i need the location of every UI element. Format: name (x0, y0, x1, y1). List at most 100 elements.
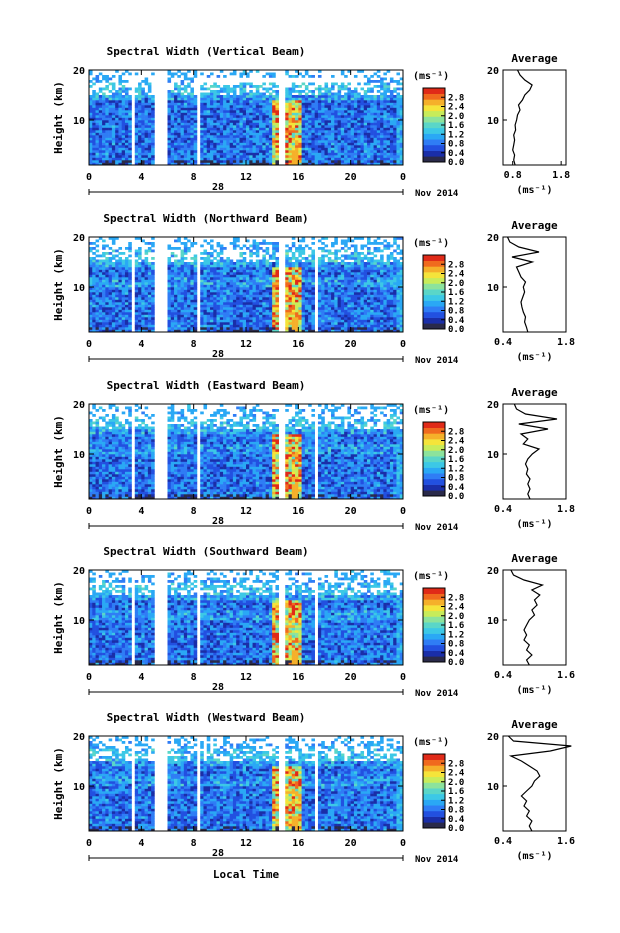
heatmap-cell (249, 295, 253, 298)
heatmap-cell (148, 158, 152, 161)
heatmap-cell (289, 100, 293, 103)
heatmap-cell (256, 118, 260, 121)
heatmap-cell (325, 115, 329, 118)
heatmap-cell (96, 143, 100, 146)
heatmap-cell (230, 267, 234, 270)
heatmap-cell (102, 297, 106, 300)
heatmap-cell (223, 98, 227, 101)
heatmap-cell (125, 320, 129, 323)
heatmap-cell (112, 115, 116, 118)
heatmap-cell (298, 255, 302, 258)
heatmap-cell (89, 148, 93, 151)
heatmap-cell (315, 125, 319, 128)
heatmap-cell (360, 100, 364, 103)
heatmap-cell (318, 133, 322, 136)
heatmap-cell (151, 103, 155, 106)
heatmap-cell (128, 285, 132, 288)
heatmap-cell (256, 85, 260, 88)
heatmap-cell (171, 297, 175, 300)
heatmap-cell (253, 108, 257, 111)
heatmap-cell (105, 95, 109, 98)
heatmap-cell (272, 135, 276, 138)
heatmap-cell (357, 155, 361, 158)
heatmap-cell (181, 158, 185, 161)
heatmap-cell (253, 290, 257, 293)
heatmap-cell (236, 123, 240, 126)
heatmap-cell (184, 103, 188, 106)
heatmap-cell (171, 98, 175, 101)
heatmap-cell (112, 297, 116, 300)
heatmap-cell (181, 143, 185, 146)
heatmap-cell (275, 103, 279, 106)
heatmap-cell (200, 320, 204, 323)
heatmap-cell (200, 262, 204, 265)
heatmap-cell (236, 287, 240, 290)
heatmap-cell (203, 95, 207, 98)
heatmap-cell (239, 310, 243, 313)
heatmap-cell (210, 160, 214, 163)
heatmap-cell (89, 262, 93, 265)
heatmap-cell (357, 115, 361, 118)
heatmap-cell (118, 145, 122, 148)
heatmap-cell (236, 158, 240, 161)
heatmap-cell (272, 115, 276, 118)
heatmap-cell (383, 95, 387, 98)
heatmap-cell (203, 110, 207, 113)
heatmap-cell (194, 95, 198, 98)
heatmap-cell (174, 130, 178, 133)
heatmap-cell (233, 85, 237, 88)
heatmap-cell (184, 312, 188, 315)
heatmap-cell (89, 310, 93, 313)
heatmap-cell (275, 302, 279, 305)
heatmap-cell (194, 103, 198, 106)
heatmap-cell (122, 300, 126, 303)
heatmap-cell (184, 133, 188, 136)
heatmap-cell (210, 110, 214, 113)
heatmap-cell (328, 160, 332, 163)
heatmap-cell (125, 300, 129, 303)
heatmap-cell (351, 95, 355, 98)
heatmap-cell (390, 100, 394, 103)
heatmap-cell (217, 275, 221, 278)
heatmap-cell (295, 110, 299, 113)
heatmap-cell (207, 282, 211, 285)
heatmap-cell (262, 287, 266, 290)
heatmap-cell (145, 98, 149, 101)
heatmap-cell (109, 277, 113, 280)
heatmap-cell (305, 93, 309, 96)
heatmap-cell (328, 307, 332, 310)
heatmap-cell (151, 145, 155, 148)
heatmap-cell (168, 78, 172, 81)
heatmap-cell (171, 267, 175, 270)
heatmap-cell (128, 290, 132, 293)
heatmap-cell (184, 250, 188, 253)
heatmap-cell (207, 113, 211, 116)
heatmap-cell (102, 320, 106, 323)
heatmap-cell (118, 270, 122, 273)
heatmap-cell (292, 292, 296, 295)
heatmap-cell (262, 110, 266, 113)
heatmap-cell (246, 73, 250, 76)
heatmap-cell (266, 145, 270, 148)
heatmap-cell (246, 307, 250, 310)
heatmap-cell (243, 105, 247, 108)
heatmap-cell (200, 285, 204, 288)
heatmap-cell (145, 325, 149, 328)
heatmap-cell (138, 250, 142, 253)
heatmap-cell (321, 315, 325, 318)
heatmap-cell (272, 110, 276, 113)
heatmap-cell (272, 140, 276, 143)
heatmap-cell (138, 252, 142, 255)
heatmap-cell (181, 110, 185, 113)
heatmap-cell (315, 158, 319, 161)
heatmap-cell (220, 310, 224, 313)
heatmap-cell (243, 158, 247, 161)
heatmap-cell (275, 300, 279, 303)
heatmap-cell (210, 98, 214, 101)
heatmap-cell (328, 153, 332, 156)
heatmap-cell (249, 320, 253, 323)
heatmap-cell (151, 270, 155, 273)
heatmap-cell (174, 255, 178, 258)
heatmap-cell (96, 275, 100, 278)
heatmap-cell (321, 140, 325, 143)
